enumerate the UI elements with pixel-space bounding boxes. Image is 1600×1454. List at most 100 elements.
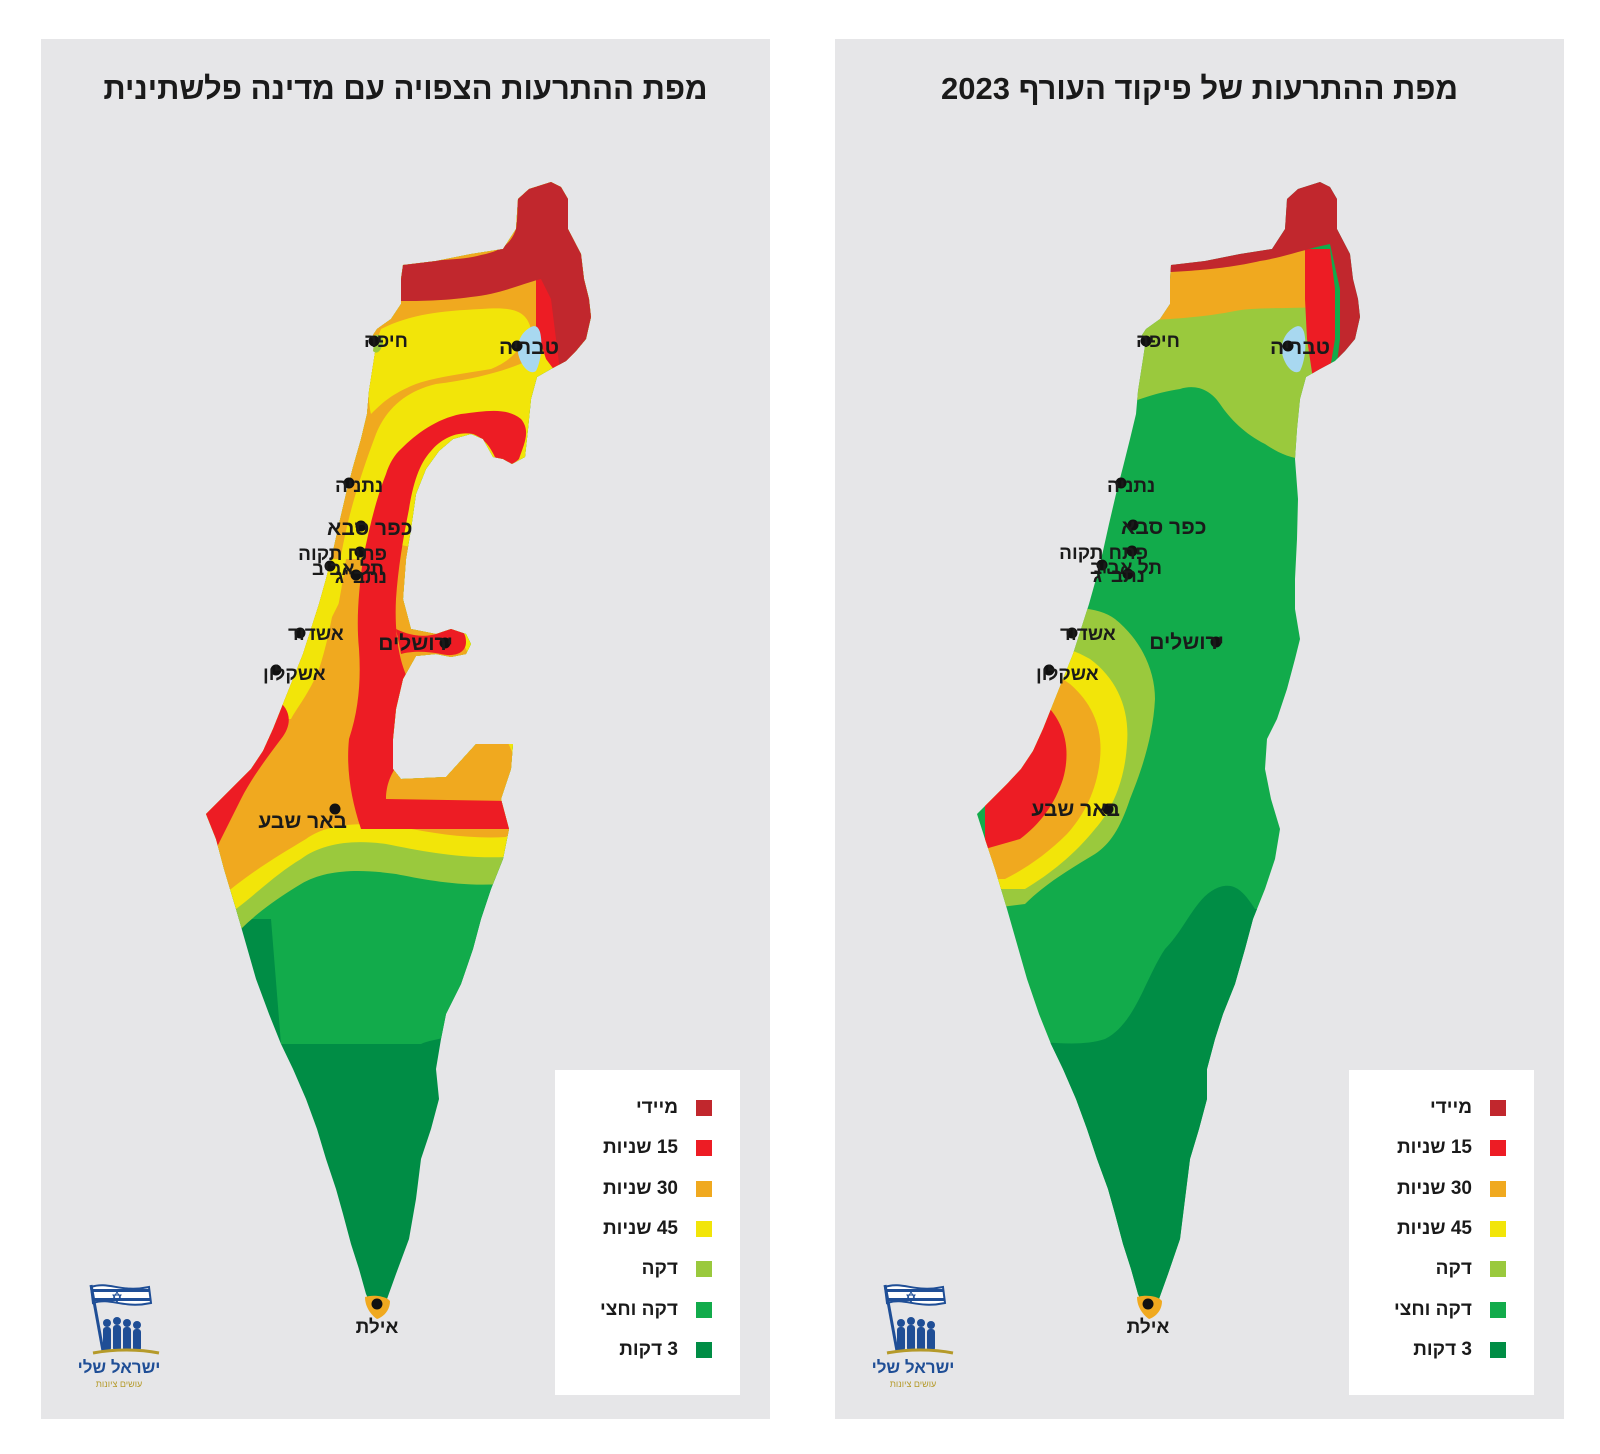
logo-tagline: עושים ציונות xyxy=(889,1379,937,1389)
legend-label: 45 שניות xyxy=(1396,1217,1472,1239)
city-label-ben-gurion: נתב"ג xyxy=(335,567,387,588)
legend: מיידי 15 שניות 30 שניות 45 שניות דקה דקה וחצי… xyxy=(555,1070,740,1395)
city-label-kfar-saba: כפר סבא xyxy=(327,517,412,540)
legend-label: 45 שניות xyxy=(602,1217,678,1239)
logo-name: ישראל שלי xyxy=(77,1358,161,1377)
city-dot-kfar-saba xyxy=(355,520,367,532)
legend-swatch xyxy=(696,1301,712,1318)
home-front-command-map-panel: מפת ההתרעות של פיקוד העורף 2023 חיפה טברי… xyxy=(835,39,1564,1419)
city-dot-ashkelon xyxy=(270,664,282,676)
logo-tagline: עושים ציונות xyxy=(95,1379,143,1389)
legend-swatch xyxy=(1490,1140,1506,1157)
city-label-ashkelon: אשקלון xyxy=(263,664,326,685)
legend-item-immediate: מיידי xyxy=(1430,1093,1506,1123)
city-label-petah-tikva: פתח תקוה xyxy=(298,544,387,565)
legend-label: 30 שניות xyxy=(602,1177,678,1199)
city-dot-tel-aviv xyxy=(1096,559,1108,571)
logo: ישראל שלי עושים ציונות xyxy=(69,1277,169,1397)
zone-45-seconds-north xyxy=(368,308,531,414)
city-label-kfar-saba: כפר סבא xyxy=(1121,516,1206,539)
sea-of-galilee xyxy=(517,326,542,373)
city-dot-ben-gurion xyxy=(350,569,362,581)
city-dot-tel-aviv xyxy=(324,560,336,572)
city-label-eilat: אילת xyxy=(356,1317,399,1338)
legend-swatch xyxy=(1490,1261,1506,1278)
city-label-petah-tikva: פתח תקוה xyxy=(1059,543,1148,564)
legend-swatch xyxy=(1490,1341,1506,1358)
legend-swatch xyxy=(1490,1220,1506,1237)
city-dot-jerusalem xyxy=(439,637,451,649)
city-dot-jerusalem xyxy=(1210,636,1222,648)
city-dot-haifa xyxy=(1140,335,1152,347)
city-dot-netanya xyxy=(343,477,355,489)
city-dot-petah-tikva xyxy=(354,546,366,558)
city-label-tel-aviv: תל אביב xyxy=(1090,558,1162,579)
panel-title: מפת ההתרעות של פיקוד העורף 2023 xyxy=(940,71,1458,106)
city-label-netanya: נתניה xyxy=(335,476,383,497)
sea-of-galilee xyxy=(1281,326,1306,373)
legend-label: 3 דקות xyxy=(619,1338,678,1360)
city-label-ashdod: אשדוד xyxy=(1060,624,1116,645)
zone-jerusalem-connector xyxy=(396,627,466,656)
city-dot-petah-tikva xyxy=(1126,545,1138,557)
legend-label: 15 שניות xyxy=(1396,1137,1472,1159)
legend-swatch xyxy=(696,1180,712,1197)
logo-name: ישראל שלי xyxy=(871,1358,955,1377)
legend-item-minute: דקה xyxy=(1436,1254,1506,1284)
city-label-tel-aviv: תל אביב xyxy=(312,559,384,580)
logo: ישראל שלי עושים ציונות xyxy=(863,1277,963,1397)
legend-label: 30 שניות xyxy=(1396,1177,1472,1199)
city-label-ashkelon: אשקלון xyxy=(1036,664,1099,685)
legend-item-s45: 45 שניות xyxy=(603,1214,712,1244)
zone-15-seconds-east xyxy=(1305,249,1335,379)
legend-item-minute: דקה xyxy=(642,1254,712,1284)
legend-swatch xyxy=(1490,1180,1506,1197)
legend-label: מיידי xyxy=(1429,1097,1472,1118)
city-dot-beersheba xyxy=(1102,803,1114,815)
city-dot-netanya xyxy=(1115,477,1127,489)
city-label-tiberias: טבריה xyxy=(1270,336,1330,359)
city-label-beersheba: באר שבע xyxy=(1031,798,1120,821)
zone-minute xyxy=(1135,294,1315,460)
city-dot-haifa xyxy=(368,335,380,347)
city-label-haifa: חיפה xyxy=(1136,331,1180,352)
legend-label: דקה xyxy=(641,1258,678,1280)
legend-label: 15 שניות xyxy=(602,1137,678,1159)
city-label-ashdod: אשדוד xyxy=(288,624,344,645)
city-dot-ben-gurion xyxy=(1122,568,1134,580)
legend-label: 3 דקות xyxy=(1413,1338,1472,1360)
city-dot-ashdod xyxy=(294,627,306,639)
city-label-eilat: אילת xyxy=(1127,1317,1170,1338)
city-dot-ashkelon xyxy=(1043,664,1055,676)
city-dot-eilat xyxy=(371,1298,383,1310)
projected-alert-map-panel: מפת ההתרעות הצפויה עם מדינה פלשתינית חיפ… xyxy=(41,39,770,1419)
legend-item-s15: 15 שניות xyxy=(603,1133,712,1163)
city-dot-tiberias xyxy=(1282,340,1294,352)
legend-swatch xyxy=(696,1100,712,1116)
city-label-jerusalem: ירושלים xyxy=(1149,631,1224,654)
flag-with-people-icon xyxy=(89,1284,160,1355)
city-dot-eilat xyxy=(1142,1298,1154,1310)
legend-item-min3: 3 דקות xyxy=(619,1335,712,1365)
city-label-beersheba: באר שבע xyxy=(258,810,347,833)
legend-item-s45: 45 שניות xyxy=(1397,1214,1506,1244)
city-label-ben-gurion: נתב"ג xyxy=(1093,566,1145,587)
legend-swatch xyxy=(696,1261,712,1278)
city-label-tiberias: טבריה xyxy=(499,336,559,359)
city-dot-beersheba xyxy=(329,803,341,815)
city-dot-ashdod xyxy=(1066,627,1078,639)
legend-item-min3: 3 דקות xyxy=(1413,1335,1506,1365)
city-label-haifa: חיפה xyxy=(364,331,408,352)
panel-title: מפת ההתרעות הצפויה עם מדינה פלשתינית xyxy=(103,71,708,106)
legend-label: מיידי xyxy=(635,1097,678,1118)
city-label-netanya: נתניה xyxy=(1107,476,1155,497)
legend-item-s30: 30 שניות xyxy=(603,1174,712,1204)
legend-swatch xyxy=(1490,1100,1506,1116)
legend-swatch xyxy=(696,1220,712,1237)
legend: מיידי 15 שניות 30 שניות 45 שניות דקה דקה וחצי… xyxy=(1349,1070,1534,1395)
flag-with-people-icon xyxy=(883,1284,954,1355)
legend-swatch xyxy=(1490,1301,1506,1318)
